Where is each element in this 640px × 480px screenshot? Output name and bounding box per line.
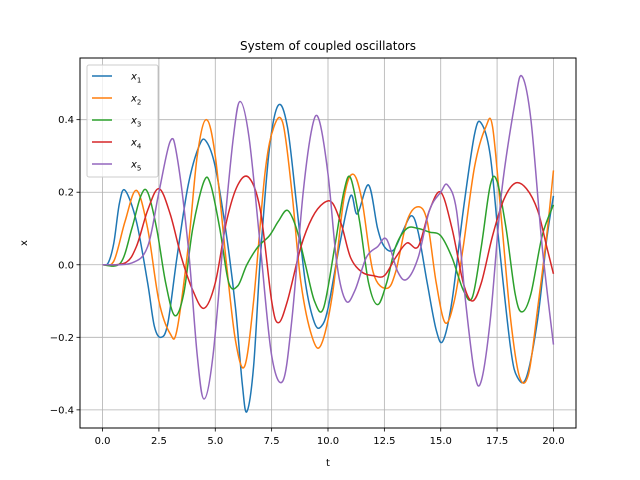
legend-item-x5: x5	[92, 160, 141, 173]
x-tick-label: 2.5	[151, 436, 167, 447]
chart-title: System of coupled oscillators	[240, 39, 416, 53]
legend-label: x4	[130, 138, 142, 151]
y-axis-ticks: −0.4 −0.2 0.0 0.2 0.4	[50, 115, 80, 416]
legend-label: x2	[130, 94, 141, 107]
series-line-x3	[102, 175, 555, 317]
x-tick-label: 0.0	[95, 436, 111, 447]
series-layer	[102, 74, 555, 413]
legend-label: x5	[130, 160, 141, 173]
legend-label: x3	[130, 116, 141, 129]
y-axis-title: x	[19, 240, 30, 246]
y-tick-label: 0.0	[58, 260, 74, 271]
x-tick-label: 15.0	[430, 436, 452, 447]
x-tick-label: 17.5	[486, 436, 508, 447]
x-axis-ticks: 0.0 2.5 5.0 7.5 10.0 12.5 15.0 17.5 20.0	[95, 428, 565, 447]
x-tick-label: 12.5	[373, 436, 395, 447]
series-line-x5	[102, 74, 555, 400]
y-tick-label: 0.2	[58, 188, 74, 199]
y-tick-label: −0.4	[50, 405, 74, 416]
legend-box	[86, 64, 159, 178]
x-tick-label: 5.0	[207, 436, 223, 447]
x-tick-label: 20.0	[542, 436, 564, 447]
legend-label: x1	[130, 72, 141, 85]
legend: x1 x2 x3 x4 x5	[86, 64, 159, 178]
legend-item-x2: x2	[92, 94, 141, 107]
x-tick-label: 10.0	[317, 436, 339, 447]
legend-item-x1: x1	[92, 72, 141, 85]
x-axis-title: t	[326, 458, 330, 469]
legend-items: x1 x2 x3 x4 x5	[92, 72, 142, 173]
legend-item-x3: x3	[92, 116, 141, 129]
legend-item-x4: x4	[92, 138, 142, 151]
y-tick-label: 0.4	[58, 115, 74, 126]
series-line-x1	[102, 103, 555, 413]
plot-area	[79, 57, 577, 429]
series-line-x2	[102, 116, 555, 384]
x-tick-label: 7.5	[264, 436, 280, 447]
y-tick-label: −0.2	[50, 333, 74, 344]
